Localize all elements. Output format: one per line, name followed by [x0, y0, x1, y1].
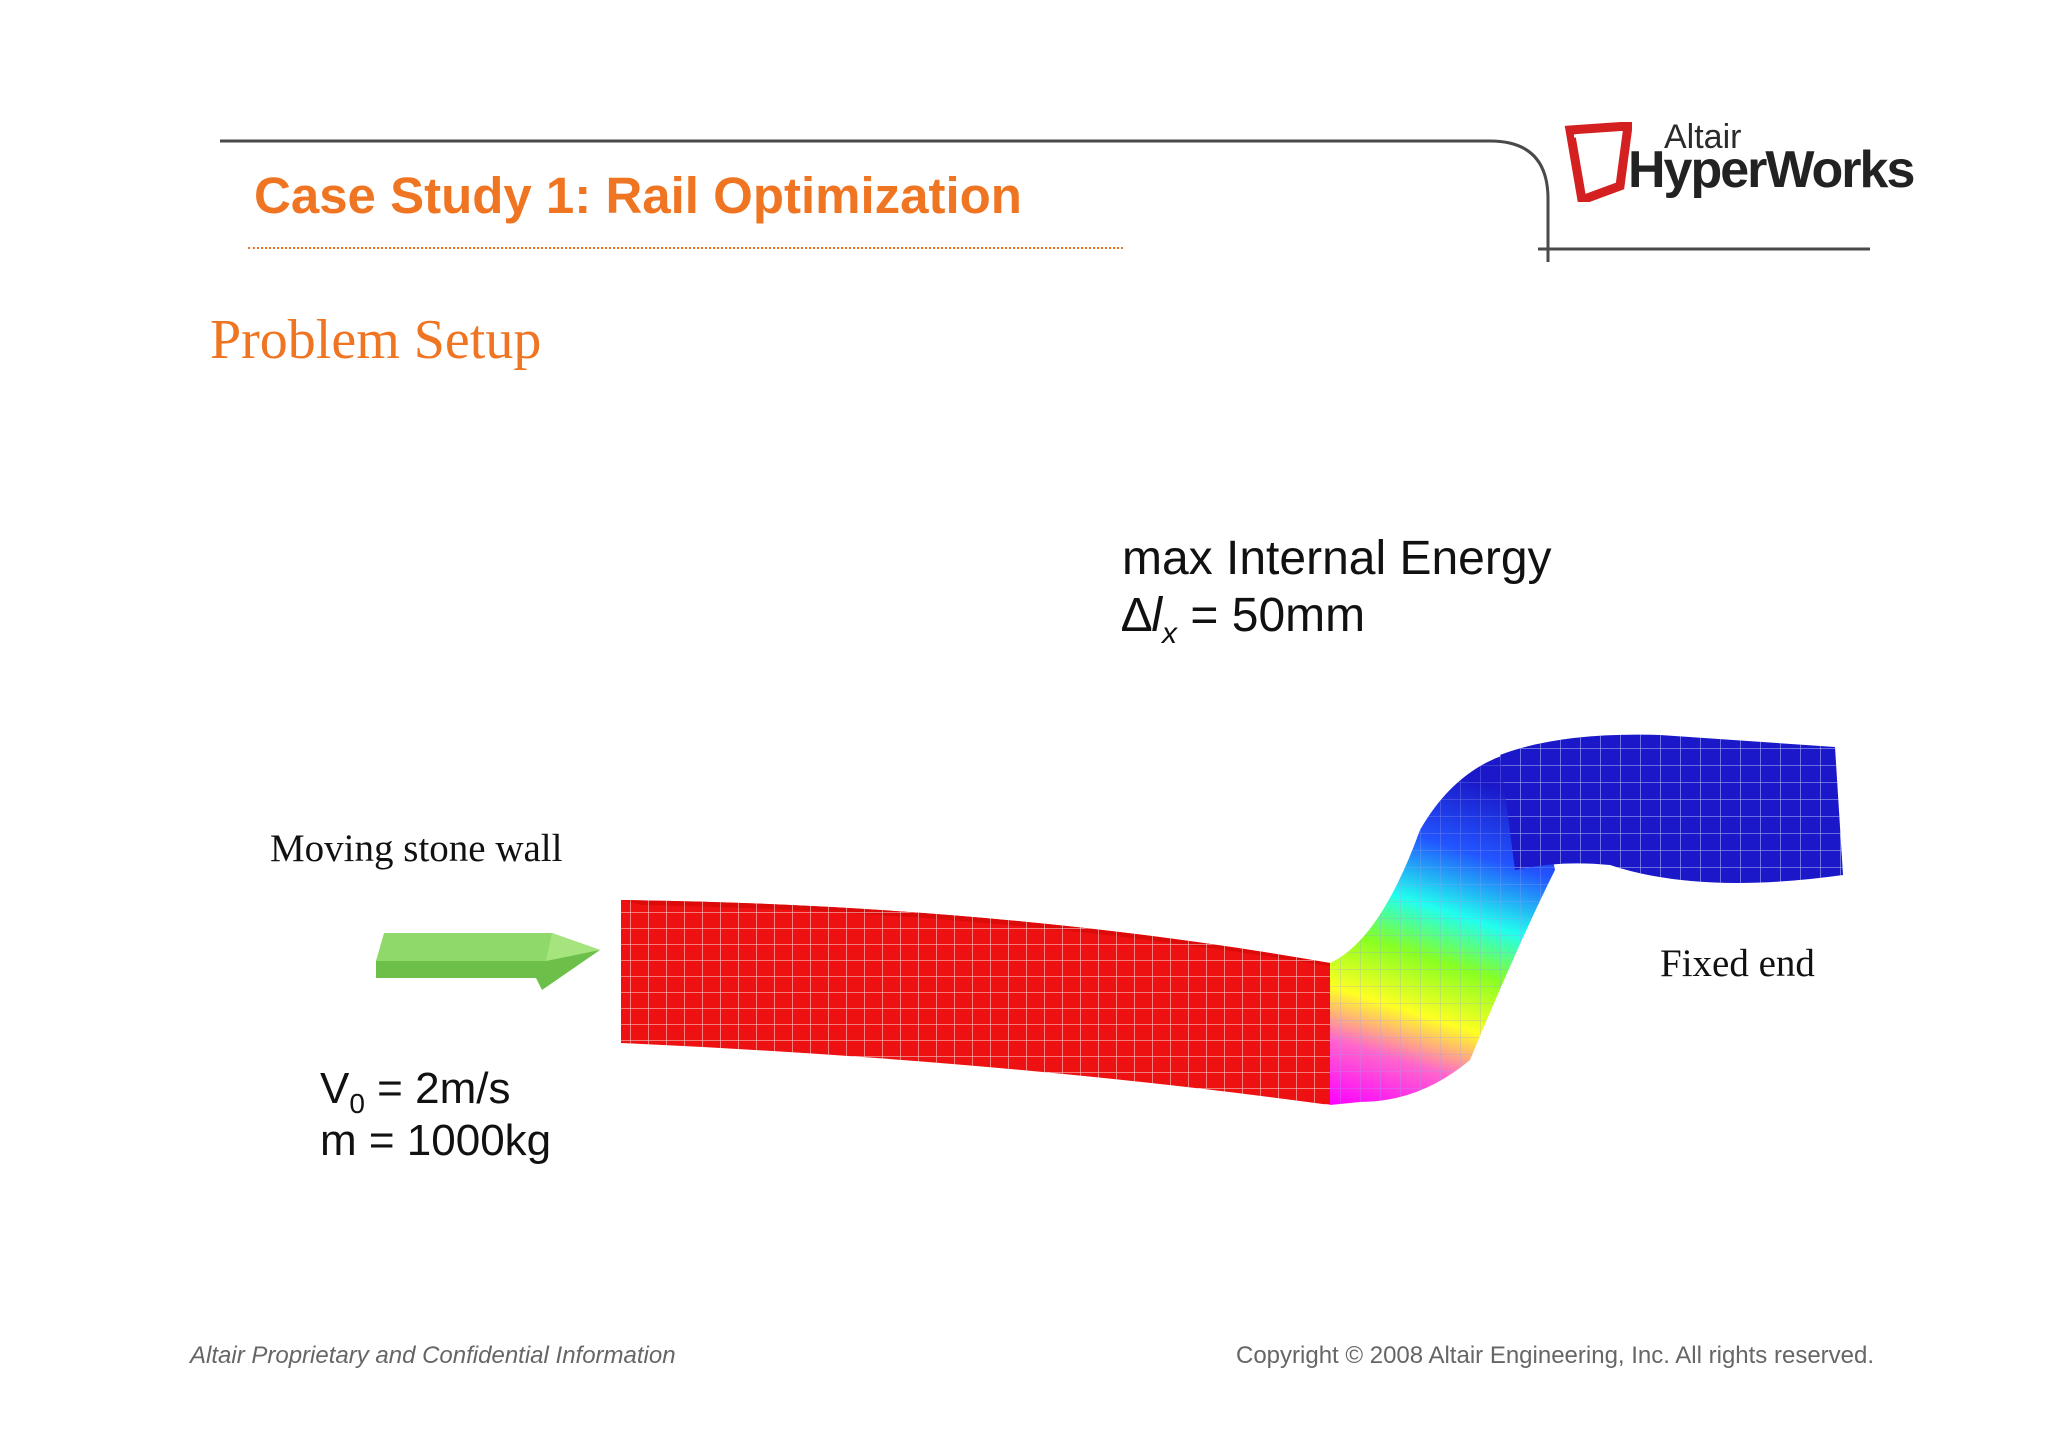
velocity-subscript: 0	[349, 1088, 365, 1119]
section-title: Problem Setup	[210, 309, 542, 371]
logo-text-altair: Altair	[1664, 118, 1742, 156]
constraint-subscript: x	[1162, 617, 1178, 650]
fixed-end-label: Fixed end	[1660, 942, 1815, 985]
constraint-text: ∆lx = 50mm	[1122, 588, 1365, 651]
constraint-variable: l	[1151, 589, 1163, 642]
altair-logo-icon	[1564, 122, 1632, 202]
velocity-text: V0 = 2m/s	[320, 1064, 510, 1120]
slide-title: Case Study 1: Rail Optimization	[254, 167, 1022, 224]
rail-bend-section	[1330, 748, 1555, 1105]
title-underline	[248, 247, 1123, 249]
velocity-value: = 2m/s	[377, 1064, 511, 1113]
hyperworks-logo: Altair HyperWorks	[1562, 118, 1915, 208]
mass-text: m = 1000kg	[320, 1116, 552, 1165]
constraint-symbol: ∆	[1122, 589, 1152, 642]
rail-upper-section	[1500, 734, 1843, 883]
logo-text-hyperworks: HyperWorks	[1628, 141, 1915, 199]
footer-copyright: Copyright © 2008 Altair Engineering, Inc…	[1236, 1342, 1875, 1369]
moving-wall-label: Moving stone wall	[270, 827, 563, 870]
constraint-value: = 50mm	[1190, 589, 1366, 642]
green-arrow-icon	[376, 933, 600, 990]
velocity-symbol: V	[320, 1064, 350, 1113]
objective-text: max Internal Energy	[1122, 532, 1552, 585]
header-rule	[220, 139, 1870, 262]
footer-confidential: Altair Proprietary and Confidential Info…	[190, 1342, 676, 1369]
rail-straight-section	[621, 900, 1340, 1105]
